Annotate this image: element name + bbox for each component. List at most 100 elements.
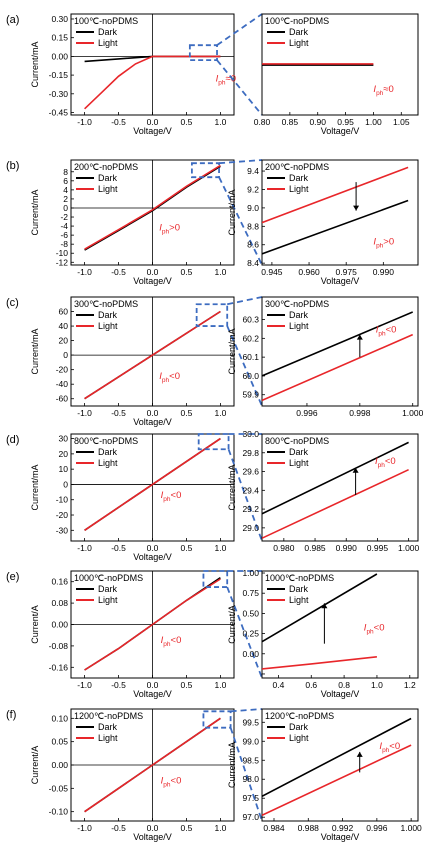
photocurrent-annotation: Iph<0 (375, 456, 396, 469)
x-tick-label: 0.990 (336, 543, 358, 553)
series-line-dark (262, 717, 412, 798)
x-tick-label: 0.0 (147, 408, 159, 418)
x-tick-label: 1.0 (371, 680, 383, 690)
x-tick-label: 0.90 (309, 117, 326, 127)
zoom-region-box (190, 162, 220, 179)
panel-row-label: (b) (6, 160, 19, 172)
zoom-connector-bottom (218, 176, 263, 266)
x-axis-label: Voltage/V (321, 832, 360, 842)
legend-label-dark: Dark (98, 27, 118, 37)
x-tick-label: -0.5 (111, 543, 126, 553)
y-tick-label: 29.0 (242, 523, 259, 533)
zoom-connector-top (216, 13, 263, 46)
x-tick-label: 0.5 (181, 267, 193, 277)
y-tick-label: 97.5 (242, 793, 259, 803)
x-tick-label: 0.980 (273, 543, 295, 553)
legend-label-dark: Dark (98, 584, 118, 594)
y-axis-label: Current/A (30, 746, 40, 785)
x-tick-label: 0.990 (373, 267, 395, 277)
y-tick-label: 10 (59, 464, 69, 474)
y-tick-label: -12 (56, 257, 69, 267)
x-tick-label: 0.5 (181, 543, 193, 553)
x-tick-label: -0.5 (111, 117, 126, 127)
legend-label-dark: Dark (289, 173, 309, 183)
panel-f-main: -1.0 -0.5 0.0 0.5 1.0 0.10 0.05 0.00 -0.05 -0.10 V… (30, 708, 235, 842)
plot-frame (261, 433, 419, 542)
x-tick-label: 0.992 (332, 823, 354, 833)
y-tick-label: 0.25 (242, 629, 259, 639)
panel-c-zoom: 0.996 0.998 1.000 60.3 60.2 60.1 60.0 59.9 Curre… (227, 296, 424, 418)
panel-title: 800℃-noPDMS (74, 436, 138, 446)
panel-row-label: (a) (6, 14, 19, 26)
series-line-light (262, 333, 414, 402)
legend-label-dark: Dark (289, 310, 309, 320)
x-tick-label: 0.5 (181, 117, 193, 127)
y-tick-label: 0.50 (242, 608, 259, 618)
plot-frame (261, 159, 419, 266)
x-tick-label: 0.998 (349, 408, 371, 418)
y-tick-label: -0.08 (49, 641, 69, 651)
y-tick-label: 98.0 (242, 774, 259, 784)
legend-label-dark: Dark (98, 722, 118, 732)
x-tick-label: 0.5 (181, 680, 193, 690)
y-tick-label: 0.00 (242, 649, 259, 659)
x-tick-label: 0.95 (337, 117, 354, 127)
y-tick-label: 8.6 (247, 240, 259, 250)
panel-row-label: (f) (6, 709, 16, 721)
y-axis-label: Current/mA (227, 464, 237, 510)
photocurrent-annotation: Iph<0 (159, 371, 180, 384)
y-tick-label: 99.5 (242, 717, 259, 727)
y-tick-label: 40 (59, 321, 69, 331)
change-arrowhead (356, 334, 363, 340)
photocurrent-annotation: Iph<0 (161, 635, 182, 648)
x-tick-label: 0.6 (305, 680, 317, 690)
change-arrowhead (353, 205, 360, 211)
panel-d-zoom: 0.980 0.985 0.990 0.995 1.000 30.0 29.8 29.6 29.… (227, 429, 420, 553)
y-tick-label: -4 (60, 221, 68, 231)
y-axis-label: Current/mA (30, 189, 40, 235)
zoom-connector-bottom (226, 586, 263, 679)
x-tick-label: -1.0 (77, 543, 92, 553)
x-axis-label: Voltage/V (133, 126, 172, 136)
y-tick-label: 0.00 (51, 620, 68, 630)
change-arrowhead (321, 603, 328, 609)
series-line-dark (262, 199, 409, 255)
y-axis-label: Current/A (30, 605, 40, 644)
x-tick-label: 0.0 (147, 823, 159, 833)
y-tick-label: 0.30 (51, 14, 68, 24)
y-tick-label: 0 (63, 350, 68, 360)
x-tick-label: 0.988 (298, 823, 320, 833)
y-tick-label: 0.16 (51, 577, 68, 587)
y-tick-label: -20 (56, 510, 69, 520)
y-tick-label: 4 (63, 185, 68, 195)
x-tick-label: 0.0 (147, 543, 159, 553)
y-tick-label: 98.5 (242, 755, 259, 765)
x-tick-label: -0.5 (111, 267, 126, 277)
y-tick-label: 9.0 (247, 203, 259, 213)
y-tick-label: 60.0 (242, 371, 259, 381)
x-tick-label: -1.0 (77, 408, 92, 418)
legend-label-light: Light (98, 321, 118, 331)
x-tick-label: 0.996 (366, 823, 388, 833)
legend-label-light: Light (98, 733, 118, 743)
panel-title: 300℃-noPDMS (265, 299, 329, 309)
x-tick-label: 0.0 (147, 267, 159, 277)
series-line-dark (262, 311, 414, 377)
legend-label-dark: Dark (98, 173, 118, 183)
panel-title: 1000℃-noPDMS (74, 573, 143, 583)
y-tick-label: 97.0 (242, 812, 259, 822)
x-tick-label: 1.0 (215, 680, 227, 690)
y-tick-label: 29.4 (242, 485, 259, 495)
x-tick-label: 1.000 (402, 408, 424, 418)
zoom-connector-top (230, 708, 263, 713)
y-tick-label: 6 (63, 176, 68, 186)
x-axis-label: Voltage/V (321, 126, 360, 136)
zoom-connector-bottom (227, 448, 263, 542)
series-line-light (84, 55, 221, 110)
x-tick-label: 0.5 (181, 823, 193, 833)
y-tick-label: 2 (63, 194, 68, 204)
x-tick-label: -1.0 (77, 680, 92, 690)
y-axis-label: Current/mA (30, 41, 40, 87)
y-tick-label: -0.30 (49, 89, 69, 99)
panel-f-zoom: 0.984 0.988 0.992 0.996 1.000 99.5 99.0 98.5 98.… (227, 708, 422, 842)
